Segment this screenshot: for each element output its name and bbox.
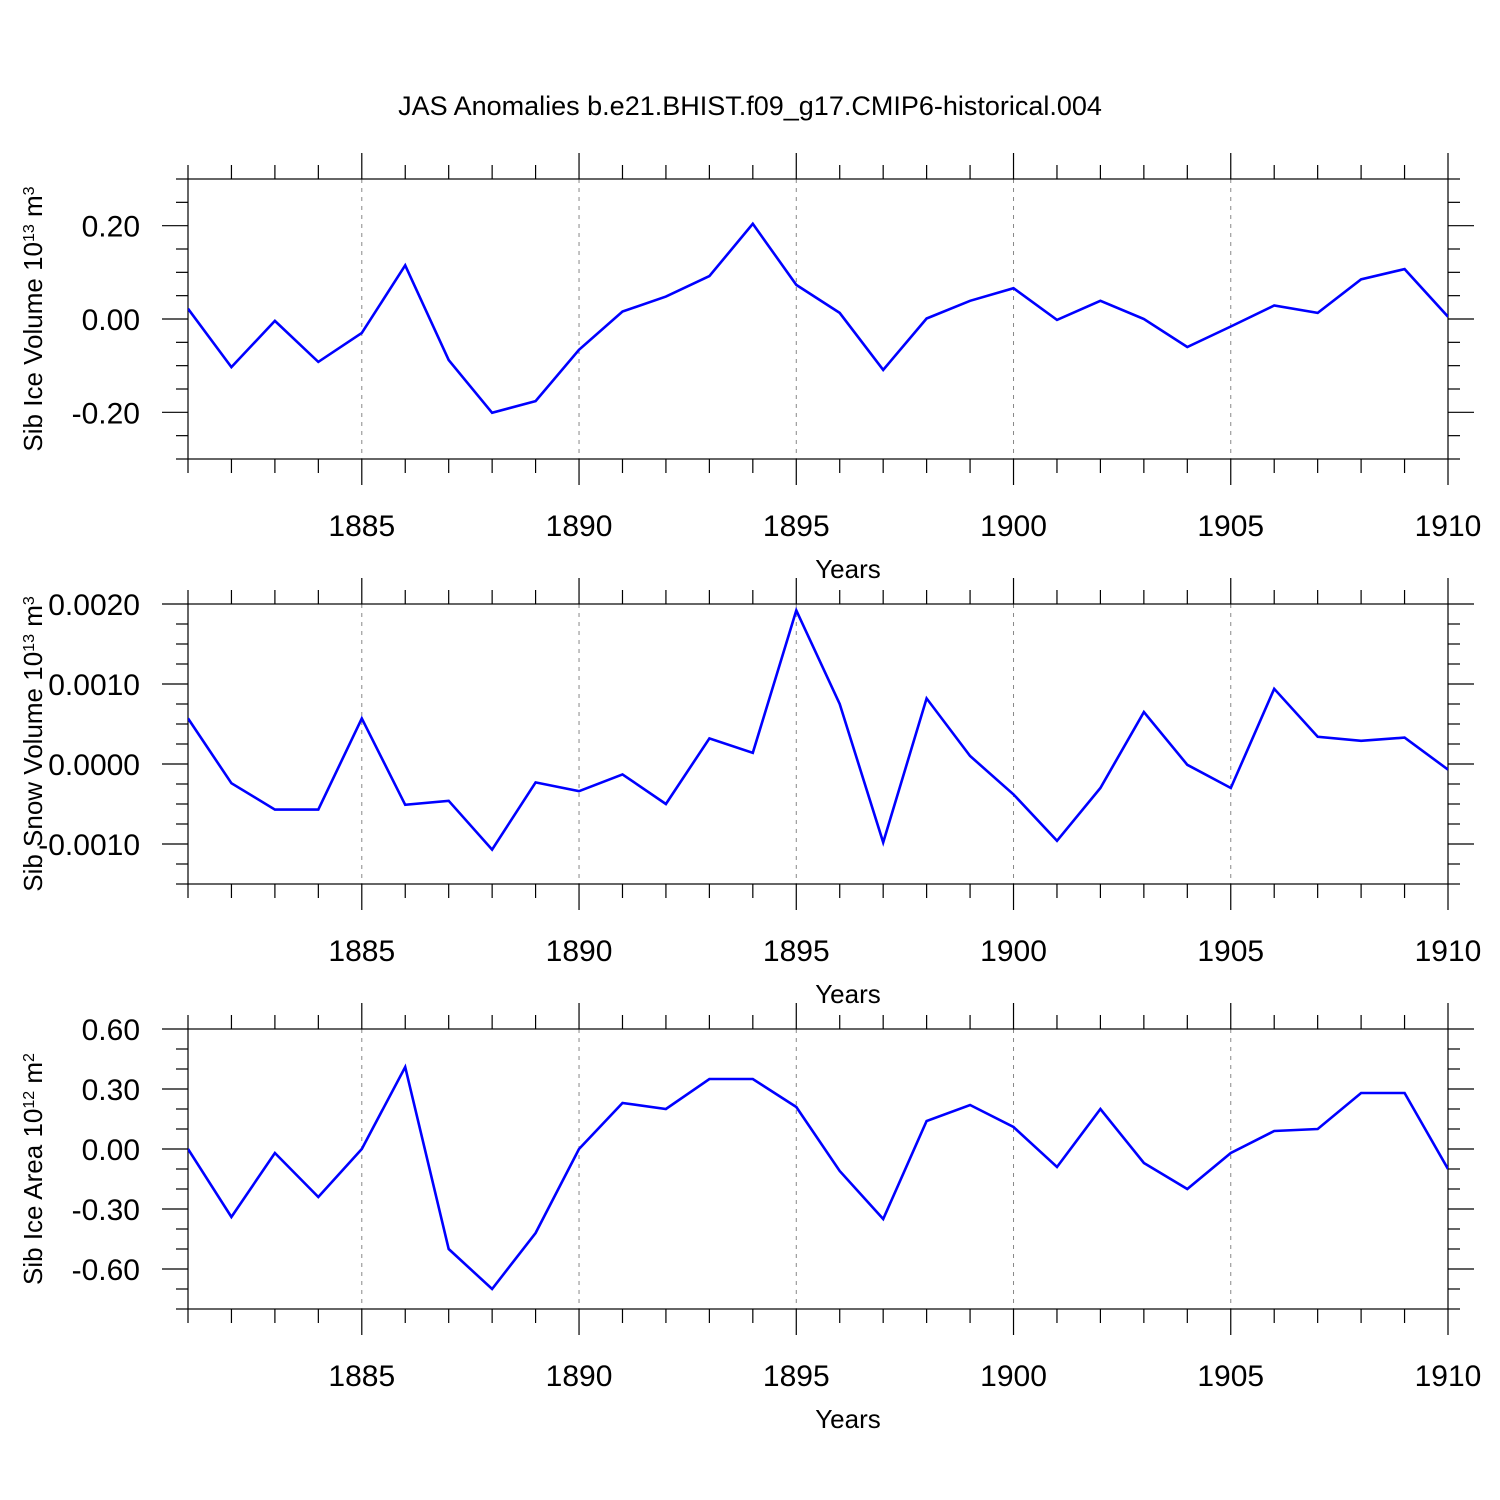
panel-snow-volume: -0.0010 0.0000 0.0010 0.0020 1885 1890 1895 190… [18,578,1481,1009]
series-line [188,221,1448,415]
y-tick-label: -0.60 [72,1254,140,1287]
y-tick-label: 0.60 [82,1014,140,1047]
y-tick-label: 0.30 [82,1074,140,1107]
panel-ice-area: -0.60 -0.30 0.00 0.30 0.60 1885 1890 1895 1900 19… [18,1003,1481,1434]
y-tick-label: 0.00 [82,304,140,337]
y-axis-title: Sib Ice Area 1012 m2 [18,1053,48,1285]
plot-frame [187,178,1449,460]
x-tick-label: 1885 [328,510,395,543]
y-tick-label: -0.20 [72,397,140,430]
y-tick-label: 0.00 [82,1134,140,1167]
x-tick-label: 1910 [1415,935,1482,968]
y-tick-label: 0.20 [82,211,140,244]
x-tick-label: 1895 [763,935,830,968]
x-tick-label: 1890 [546,935,613,968]
x-tick-label: 1905 [1197,935,1264,968]
series-line [188,606,1448,852]
x-tick-label: 1890 [546,510,613,543]
plot-frame [187,1028,1449,1310]
x-tick-label: 1910 [1415,1360,1482,1393]
x-tick-label: 1885 [328,935,395,968]
x-axis-title: Years [815,979,881,1009]
chart-title: JAS Anomalies b.e21.BHIST.f09_g17.CMIP6-… [398,91,1102,121]
y-tick-label: 0.0000 [48,749,140,782]
y-tick-label: 0.0010 [48,669,140,702]
x-tick-label: 1900 [980,1360,1047,1393]
panel-ice-volume: -0.20 0.00 0.20 1885 1890 1895 1900 1905 1910 Yea… [18,153,1481,584]
x-tick-label: 1900 [980,935,1047,968]
x-axis-title: Years [815,554,881,584]
y-tick-label: -0.0010 [38,829,140,862]
x-tick-label: 1895 [763,1360,830,1393]
x-tick-label: 1905 [1197,510,1264,543]
x-tick-label: 1910 [1415,510,1482,543]
x-tick-label: 1890 [546,1360,613,1393]
y-axis-title: Sib Ice Volume 1013 m3 [18,186,48,451]
x-tick-label: 1885 [328,1360,395,1393]
plot-frame [187,603,1449,885]
y-axis-title: Sib Snow Volume 1013 m3 [18,596,48,892]
y-tick-label: 0.0020 [48,589,140,622]
x-tick-label: 1895 [763,510,830,543]
y-tick-label: -0.30 [72,1194,140,1227]
x-axis-title: Years [815,1404,881,1434]
series-line [188,1063,1448,1291]
x-tick-label: 1900 [980,510,1047,543]
x-tick-label: 1905 [1197,1360,1264,1393]
